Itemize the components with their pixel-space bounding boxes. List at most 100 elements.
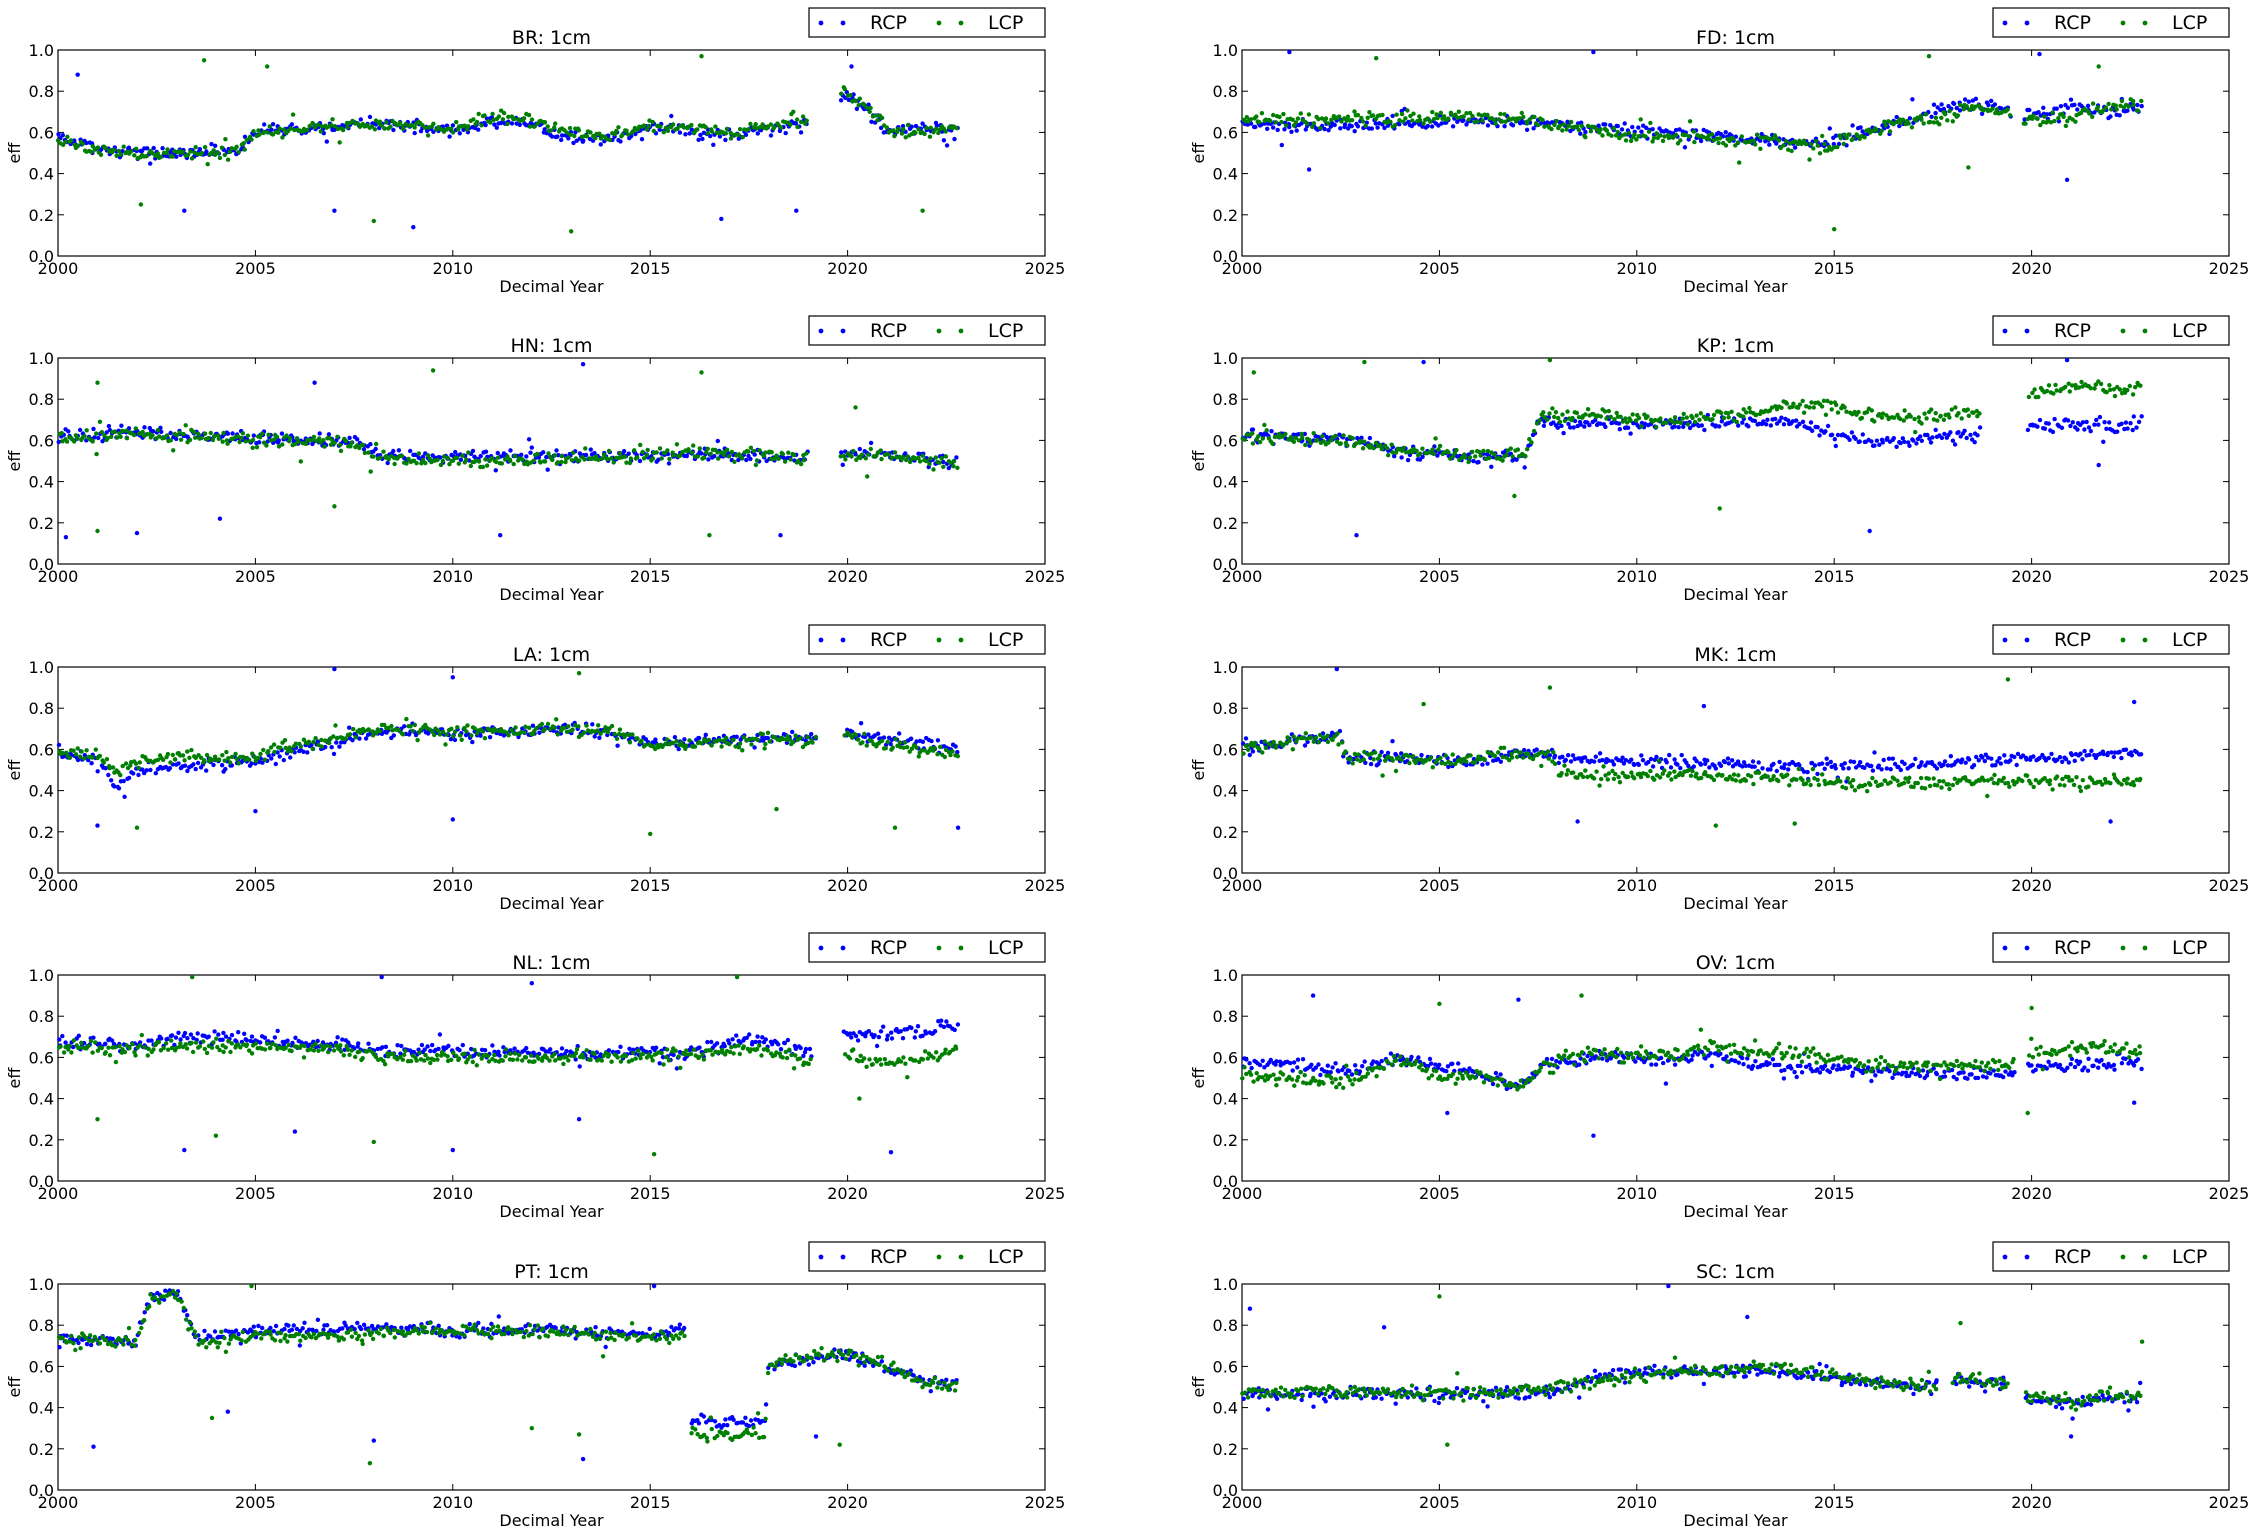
point-rcp — [2049, 751, 2054, 757]
point-rcp — [1919, 760, 1924, 765]
point-lcp — [1943, 112, 1948, 117]
point-lcp — [1945, 118, 1950, 123]
point-rcp — [875, 731, 881, 736]
point-lcp — [1707, 137, 1712, 142]
point-lcp — [1277, 114, 1282, 120]
point-rcp — [509, 121, 515, 126]
point-rcp — [144, 768, 149, 773]
point-rcp — [2108, 114, 2113, 119]
point-lcp — [245, 433, 251, 438]
y-tick-label: 1.0 — [29, 658, 54, 677]
axes-frame — [57, 49, 1046, 257]
point-lcp — [182, 758, 187, 763]
point-rcp — [223, 766, 228, 772]
point-lcp — [751, 448, 757, 454]
point-lcp — [914, 745, 919, 750]
point-lcp — [523, 724, 528, 729]
outlier-point — [1374, 56, 1379, 61]
point-lcp — [1618, 414, 1623, 419]
point-lcp — [161, 757, 166, 763]
point-lcp — [695, 127, 700, 132]
outlier-point — [332, 504, 337, 509]
point-lcp — [307, 123, 312, 129]
point-lcp — [1588, 129, 1594, 134]
outlier-point — [138, 202, 144, 207]
point-lcp — [1599, 776, 1604, 782]
point-lcp — [431, 121, 436, 127]
point-lcp — [187, 437, 193, 443]
point-lcp — [460, 453, 465, 458]
point-lcp — [1273, 120, 1279, 125]
legend-marker — [840, 637, 846, 643]
point-lcp — [1406, 754, 1412, 759]
point-lcp — [466, 450, 471, 455]
point-lcp — [2005, 107, 2010, 112]
outlier-point — [955, 825, 961, 830]
point-rcp — [305, 750, 310, 755]
point-lcp — [454, 455, 460, 460]
point-lcp — [251, 129, 256, 134]
point-lcp — [199, 435, 204, 441]
point-lcp — [1271, 112, 1276, 118]
point-rcp — [2101, 439, 2106, 444]
point-lcp — [726, 454, 732, 459]
point-rcp — [367, 114, 373, 120]
point-rcp — [1429, 124, 1435, 129]
point-rcp — [1630, 124, 1635, 130]
point-rcp — [857, 446, 862, 452]
point-lcp — [262, 757, 268, 762]
point-lcp — [1923, 112, 1929, 117]
point-lcp — [889, 455, 895, 460]
point-lcp — [374, 441, 379, 447]
outlier-point — [920, 208, 925, 213]
point-rcp — [744, 457, 749, 463]
point-lcp — [609, 456, 614, 461]
point-lcp — [702, 455, 707, 460]
legend: RCP LCP — [808, 624, 1046, 655]
point-lcp — [1498, 111, 1503, 117]
point-rcp — [1611, 762, 1617, 767]
point-rcp — [2129, 753, 2134, 758]
point-lcp — [848, 93, 853, 98]
x-axis-label: Decimal Year — [1683, 894, 1788, 913]
point-lcp — [555, 732, 560, 737]
point-lcp — [2056, 116, 2061, 121]
point-lcp — [1570, 415, 1575, 421]
point-rcp — [470, 739, 475, 745]
point-lcp — [897, 740, 903, 745]
point-lcp — [1562, 418, 1568, 423]
point-lcp — [1645, 414, 1650, 419]
point-lcp — [110, 765, 116, 770]
point-rcp — [1823, 429, 1828, 434]
point-lcp — [1859, 415, 1865, 421]
data-points — [55, 54, 960, 234]
point-lcp — [740, 134, 745, 140]
point-rcp — [1929, 114, 1934, 120]
point-rcp — [528, 450, 533, 455]
point-rcp — [1810, 428, 1815, 433]
point-lcp — [2113, 103, 2118, 108]
point-rcp — [699, 451, 704, 456]
point-lcp — [622, 454, 628, 459]
point-lcp — [409, 122, 414, 128]
point-lcp — [165, 147, 170, 152]
point-lcp — [853, 732, 858, 737]
point-lcp — [804, 118, 809, 123]
point-lcp — [272, 749, 277, 755]
legend-marker — [818, 637, 824, 643]
point-lcp — [1783, 138, 1789, 144]
point-lcp — [349, 440, 354, 445]
point-lcp — [240, 431, 246, 436]
y-axis-label: eff — [5, 450, 24, 472]
point-lcp — [913, 130, 918, 135]
point-lcp — [377, 119, 383, 124]
point-rcp — [1282, 127, 1287, 132]
point-lcp — [1367, 110, 1372, 115]
point-lcp — [322, 444, 327, 449]
point-lcp — [639, 738, 644, 743]
point-lcp — [527, 124, 533, 129]
point-lcp — [1964, 104, 1969, 109]
point-lcp — [199, 150, 205, 156]
point-lcp — [93, 747, 99, 752]
